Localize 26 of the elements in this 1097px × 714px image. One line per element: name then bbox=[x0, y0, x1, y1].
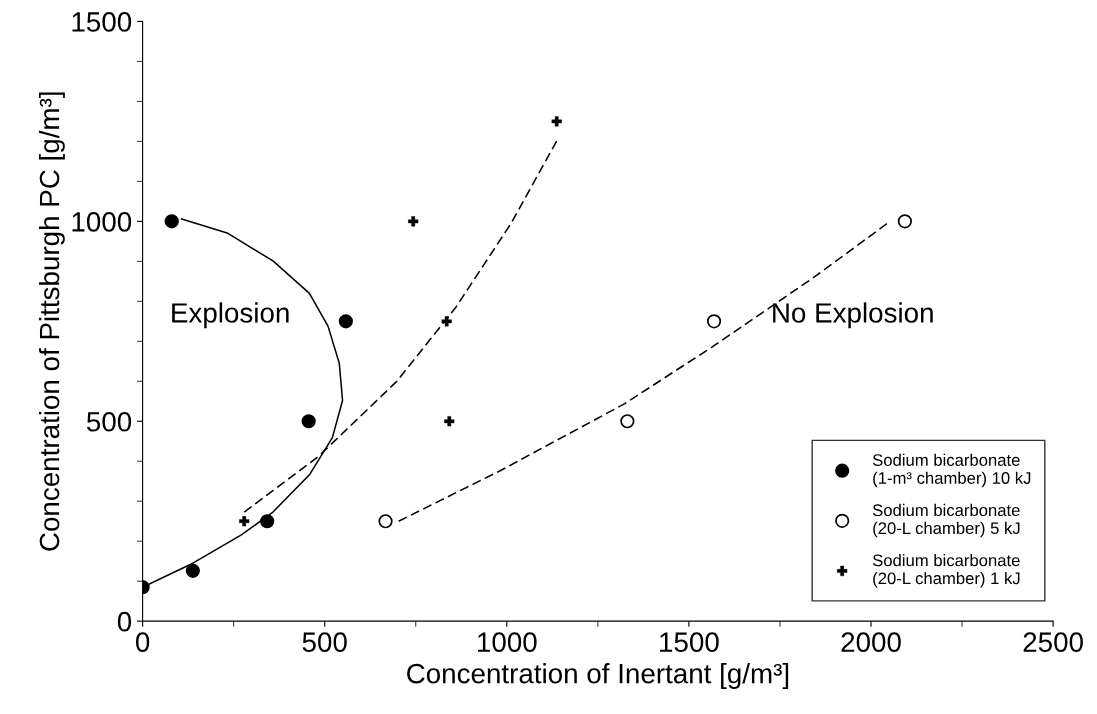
y-axis-title: Concentration of Pittsburgh PC [g/m³] bbox=[38, 92, 65, 551]
y-tick-label: 1000 bbox=[72, 212, 132, 232]
annotation: No Explosion bbox=[773, 302, 933, 329]
y-tick-label: 500 bbox=[86, 411, 132, 432]
annotation: Explosion bbox=[172, 302, 289, 329]
legend-label: Sodium bicarbonate (20-L chamber) 5 kJ bbox=[872, 503, 1020, 538]
point bbox=[185, 563, 200, 578]
point bbox=[301, 414, 316, 429]
point bbox=[378, 514, 393, 529]
point bbox=[260, 514, 275, 529]
point bbox=[706, 314, 722, 329]
point bbox=[338, 314, 353, 329]
x-tick-label: 500 bbox=[302, 632, 347, 652]
y-tick-label: 1500 bbox=[72, 12, 132, 32]
point bbox=[620, 414, 635, 429]
legend-label: Sodium bicarbonate (1-m³ chamber) 10 kJ bbox=[872, 453, 1031, 488]
x-axis-title: Concentration of Inertant [g/m³] bbox=[407, 663, 789, 689]
point bbox=[164, 214, 179, 229]
x-tick-label: 1500 bbox=[660, 632, 719, 652]
point bbox=[897, 214, 912, 229]
y-tick-label: 0 bbox=[117, 611, 132, 632]
x-tick-label: 2000 bbox=[841, 632, 901, 652]
x-tick-label: 0 bbox=[135, 632, 150, 652]
x-tick-label: 2500 bbox=[1023, 632, 1083, 652]
legend-label: Sodium bicarbonate (20-L chamber) 1 kJ bbox=[872, 554, 1020, 588]
x-tick-label: 1000 bbox=[478, 632, 537, 652]
